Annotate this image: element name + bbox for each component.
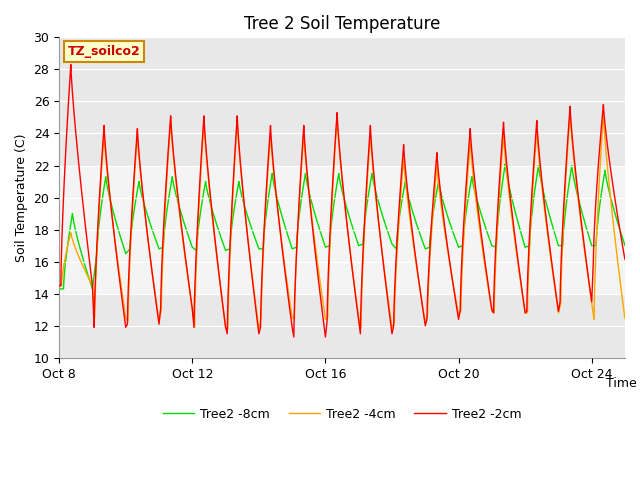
Tree2 -4cm <box>621 315 628 321</box>
Tree2 -2cm <box>349 270 356 276</box>
Tree2 -4cm <box>586 288 594 293</box>
Tree2 -2cm <box>442 235 450 240</box>
Tree2 -2cm <box>321 334 329 340</box>
Tree2 -8cm <box>55 286 63 292</box>
Tree2 -4cm <box>55 283 63 288</box>
Tree2 -8cm <box>559 235 567 240</box>
Title: Tree 2 Soil Temperature: Tree 2 Soil Temperature <box>244 15 440 33</box>
Tree2 -8cm <box>524 243 532 249</box>
Y-axis label: Soil Temperature (C): Soil Temperature (C) <box>15 133 28 262</box>
Tree2 -4cm <box>442 238 450 243</box>
Tree2 -2cm <box>391 275 399 281</box>
X-axis label: Time: Time <box>605 377 636 390</box>
Tree2 -4cm <box>566 110 574 116</box>
Tree2 -8cm <box>442 208 450 214</box>
Tree2 -2cm <box>524 266 532 272</box>
Tree2 -8cm <box>391 244 399 250</box>
Tree2 -4cm <box>559 228 567 234</box>
Legend: Tree2 -8cm, Tree2 -4cm, Tree2 -2cm: Tree2 -8cm, Tree2 -4cm, Tree2 -2cm <box>157 403 527 425</box>
Bar <box>59 166 625 294</box>
Line: Tree2 -8cm: Tree2 -8cm <box>59 164 625 289</box>
Line: Tree2 -2cm: Tree2 -2cm <box>59 65 625 337</box>
Tree2 -2cm <box>67 62 75 68</box>
Tree2 -8cm <box>621 242 628 248</box>
Tree2 -2cm <box>621 256 628 262</box>
Line: Tree2 -4cm: Tree2 -4cm <box>59 113 625 329</box>
Tree2 -4cm <box>391 294 399 300</box>
Tree2 -8cm <box>501 161 509 167</box>
Text: TZ_soilco2: TZ_soilco2 <box>68 45 140 58</box>
Tree2 -2cm <box>559 211 567 217</box>
Tree2 -4cm <box>255 326 262 332</box>
Tree2 -8cm <box>349 224 356 229</box>
Tree2 -2cm <box>55 283 63 288</box>
Tree2 -8cm <box>586 236 593 242</box>
Tree2 -4cm <box>349 268 356 274</box>
Tree2 -4cm <box>524 292 532 298</box>
Tree2 -2cm <box>586 286 594 291</box>
